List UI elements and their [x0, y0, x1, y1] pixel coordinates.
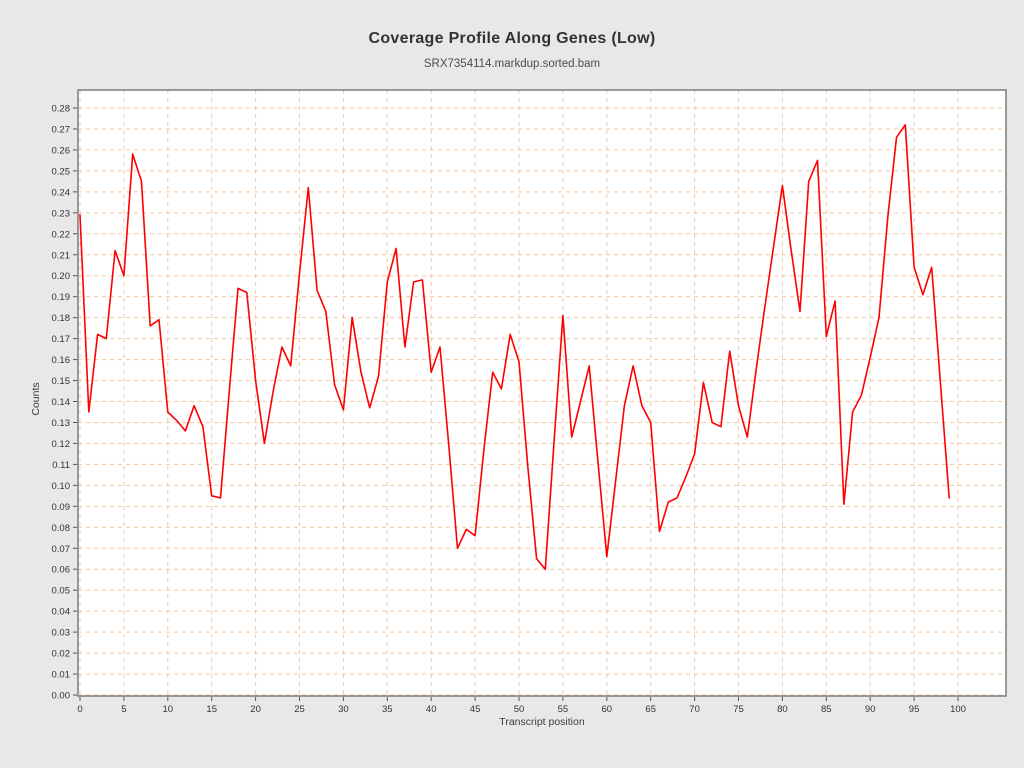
- y-tick-label: 0.26: [52, 145, 71, 156]
- y-tick-label: 0.03: [52, 628, 71, 639]
- tick-marks: [73, 107, 959, 701]
- x-tick-label: 25: [294, 704, 305, 715]
- y-tick-label: 0.08: [52, 523, 71, 534]
- y-tick-label: 0.05: [52, 586, 71, 597]
- y-tick-label: 0.18: [52, 313, 71, 324]
- plot-area: [78, 90, 1006, 696]
- x-tick-label: 50: [514, 704, 525, 715]
- x-tick-label: 70: [689, 704, 700, 715]
- y-tick-label: 0.00: [52, 691, 71, 702]
- y-tick-label: 0.20: [52, 271, 71, 282]
- x-tick-label: 15: [206, 704, 217, 715]
- x-tick-label: 90: [865, 704, 876, 715]
- coverage-line: [79, 124, 951, 571]
- y-tick-label: 0.21: [52, 250, 71, 261]
- y-tick-label: 0.14: [52, 397, 71, 408]
- y-tick-label: 0.13: [52, 418, 71, 429]
- y-tick-label: 0.15: [52, 376, 71, 387]
- y-tick-label: 0.24: [52, 187, 71, 198]
- y-tick-label: 0.07: [52, 544, 71, 555]
- y-tick-label: 0.22: [52, 229, 71, 240]
- y-tick-label: 0.27: [52, 124, 71, 135]
- y-tick-label: 0.04: [52, 607, 71, 618]
- x-tick-label: 35: [382, 704, 393, 715]
- x-tick-label: 5: [121, 704, 126, 715]
- x-tick-label: 40: [426, 704, 437, 715]
- y-tick-label: 0.16: [52, 355, 71, 366]
- x-tick-label: 65: [645, 704, 656, 715]
- x-tick-label: 95: [909, 704, 920, 715]
- y-tick-label: 0.09: [52, 502, 71, 513]
- plot-frame: [77, 89, 1007, 697]
- x-tick-label: 10: [163, 704, 174, 715]
- tick-labels: 0 5 10 15 20 25 30 35 40 45 50 55 60 65 70 75 80 85 90 95 10…: [52, 104, 966, 716]
- y-tick-label: 0.19: [52, 292, 71, 303]
- y-tick-label: 0.10: [52, 481, 71, 492]
- x-axis-label: Transcript position: [499, 716, 585, 728]
- y-tick-label: 0.25: [52, 166, 71, 177]
- x-tick-label: 60: [602, 704, 613, 715]
- y-tick-label: 0.12: [52, 439, 71, 450]
- y-tick-label: 0.01: [52, 670, 71, 681]
- chart-title: Coverage Profile Along Genes (Low): [368, 30, 656, 47]
- chart-subtitle: SRX7354114.markdup.sorted.bam: [423, 58, 601, 70]
- x-tick-label: 45: [470, 704, 481, 715]
- x-tick-label: 0: [77, 704, 82, 715]
- x-tick-label: 20: [250, 704, 261, 715]
- y-tick-label: 0.11: [52, 460, 70, 471]
- y-tick-label: 0.02: [52, 649, 71, 660]
- x-tick-label: 85: [821, 704, 832, 715]
- x-tick-label: 100: [950, 704, 966, 715]
- x-tick-label: 75: [733, 704, 744, 715]
- y-tick-label: 0.17: [52, 334, 71, 345]
- y-tick-label: 0.28: [52, 104, 71, 115]
- x-tick-label: 55: [558, 704, 569, 715]
- y-tick-label: 0.06: [52, 565, 71, 576]
- x-tick-label: 80: [777, 704, 788, 715]
- x-tick-label: 30: [338, 704, 349, 715]
- gridlines: [78, 90, 1006, 696]
- y-tick-label: 0.23: [52, 208, 71, 219]
- y-axis-label: Counts: [30, 382, 42, 416]
